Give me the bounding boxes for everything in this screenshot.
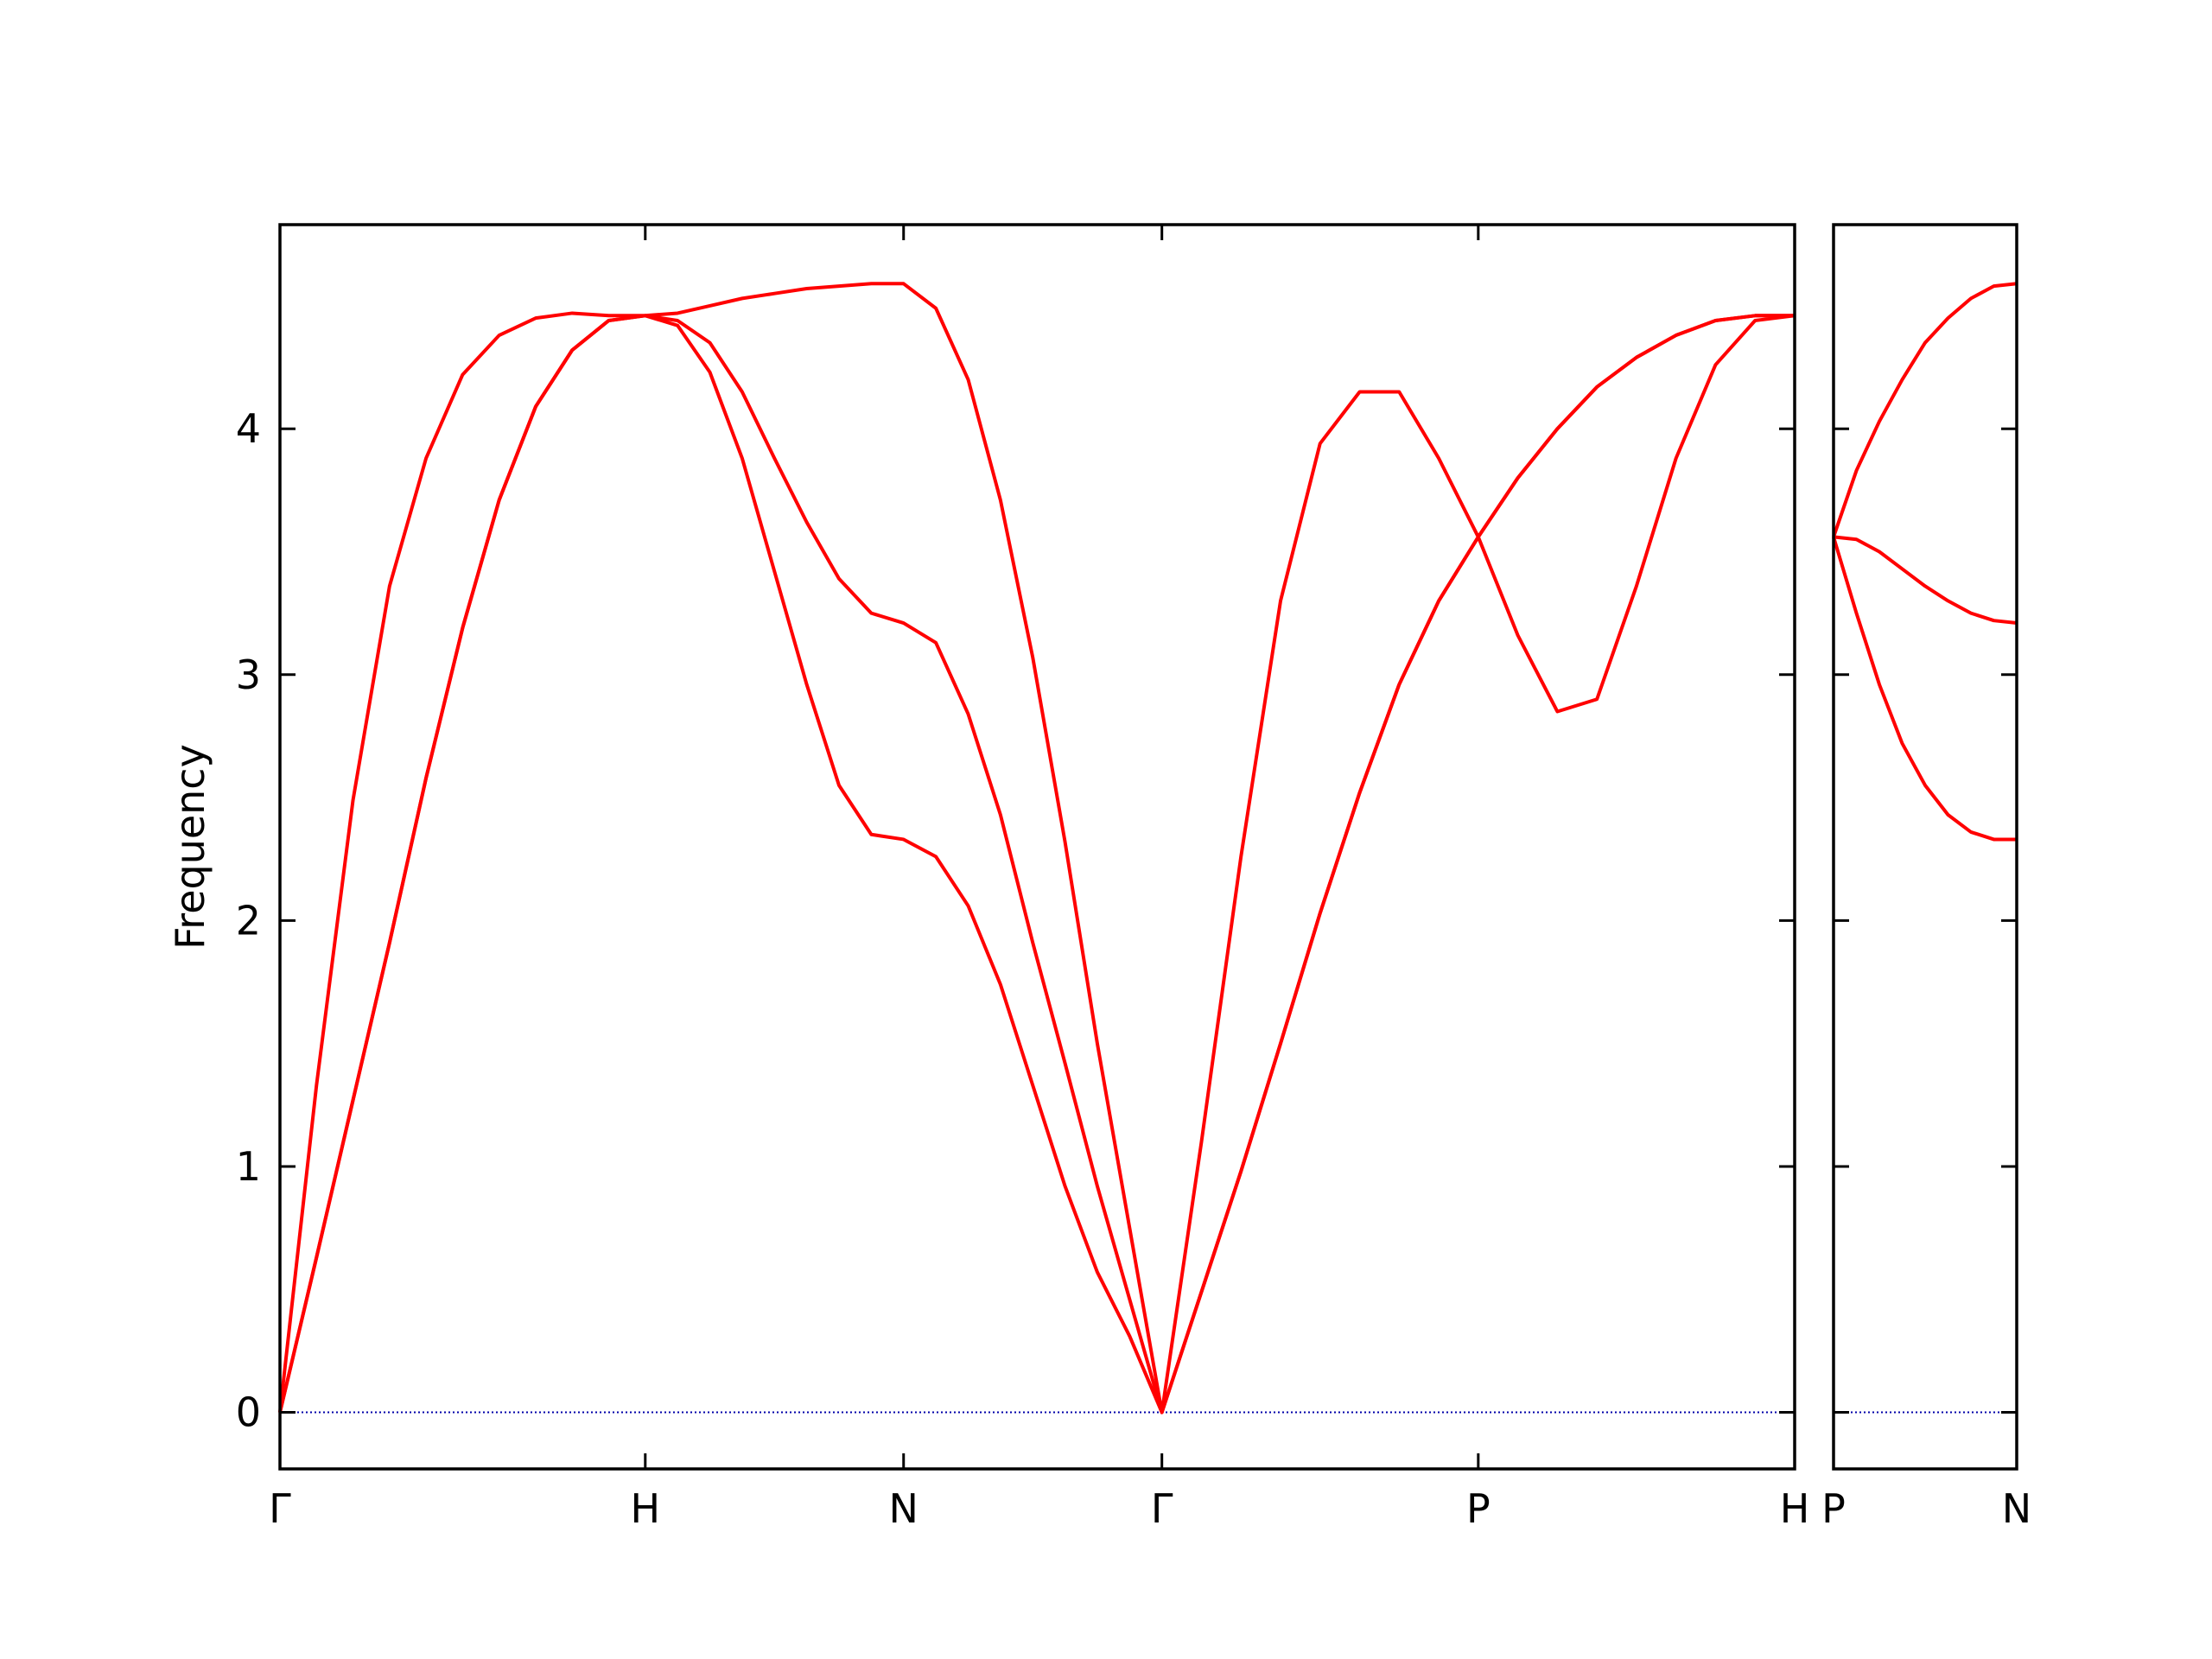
x-tick-label: H <box>630 1485 660 1532</box>
x-tick-label: Γ <box>1151 1485 1173 1532</box>
x-tick-label: P <box>1466 1485 1491 1532</box>
y-tick-label: 3 <box>236 652 261 698</box>
band-line <box>278 314 1795 1414</box>
y-tick-label: 0 <box>236 1389 261 1436</box>
band-line <box>1832 536 2017 842</box>
band-line <box>1832 282 2018 538</box>
band-line <box>1833 535 2018 626</box>
y-axis-label: Frequency <box>167 744 213 950</box>
x-tick-label: H <box>1780 1485 1810 1532</box>
band-line <box>278 282 1796 1414</box>
x-tick-label: N <box>2002 1485 2031 1532</box>
x-tick-label: N <box>889 1485 918 1532</box>
x-tick-label: P <box>1821 1485 1846 1532</box>
y-tick-label: 2 <box>236 897 261 944</box>
y-tick-label: 4 <box>236 405 261 452</box>
plot-frame <box>1832 223 2018 1471</box>
plot-frame <box>278 223 1796 1471</box>
y-tick-label: 1 <box>236 1143 261 1190</box>
x-tick-label: Γ <box>269 1485 291 1532</box>
